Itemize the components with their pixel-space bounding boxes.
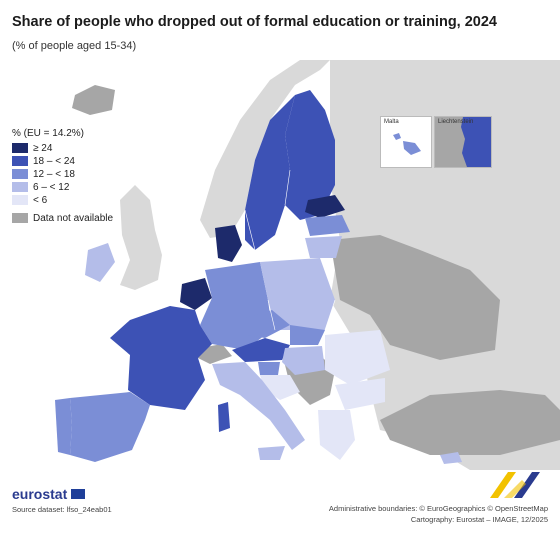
- credits-boundaries: Administrative boundaries: © EuroGeograp…: [328, 504, 548, 513]
- legend-swatch: [12, 182, 28, 192]
- turkey: [380, 390, 560, 455]
- legend-item: 18 – < 24: [12, 155, 113, 167]
- inset-malta: Malta: [380, 116, 432, 168]
- legend-label: 18 – < 24: [33, 155, 75, 167]
- legend-label: < 6: [33, 194, 48, 206]
- denmark: [215, 225, 242, 262]
- cyprus: [440, 452, 462, 464]
- europe-map: [55, 60, 560, 470]
- hungary: [282, 346, 325, 375]
- finland: [285, 90, 335, 220]
- sicily: [258, 446, 285, 460]
- portugal: [55, 398, 72, 455]
- legend-title: % (EU = 14.2%): [12, 128, 84, 139]
- inset-liechtenstein: Liechtenstein: [434, 116, 492, 168]
- legend-swatch: [12, 143, 28, 153]
- legend-swatch: [12, 156, 28, 166]
- legend-item: ≥ 24: [12, 142, 113, 154]
- brand-name: eurostat: [12, 486, 68, 502]
- legend-swatch: [12, 195, 28, 205]
- romania: [325, 330, 390, 385]
- legend-item-not-available: Data not available: [12, 212, 113, 224]
- eurostat-corner-logo: [490, 472, 540, 498]
- inset-label-malta: Malta: [384, 119, 399, 125]
- legend-label: 12 – < 18: [33, 168, 75, 180]
- credits-cartography: Cartography: Eurostat – IMAGE, 12/2025: [410, 515, 548, 524]
- belarus-ukraine: [330, 235, 500, 360]
- iceland: [72, 85, 115, 115]
- slovenia: [258, 362, 280, 375]
- sardinia: [218, 402, 230, 432]
- czechia: [245, 310, 290, 338]
- legend-swatch: [12, 213, 28, 223]
- legend: % (EU = 14.2%) ≥ 24 18 – < 24 12 – < 18 …: [12, 128, 113, 225]
- eu-flag-icon: [71, 489, 86, 499]
- croatia: [260, 375, 300, 400]
- liechtenstein-map: [435, 117, 491, 167]
- greece: [318, 410, 355, 460]
- legend-label: 6 – < 12: [33, 181, 70, 193]
- map-subtitle: (% of people aged 15-34): [12, 40, 137, 52]
- latvia: [305, 215, 350, 236]
- united-kingdom: [120, 185, 162, 290]
- map-title: Share of people who dropped out of forma…: [12, 14, 497, 30]
- malta-map: [393, 133, 421, 155]
- source-note: Source dataset: lfso_24eab01: [12, 505, 112, 514]
- legend-label: Data not available: [33, 212, 114, 224]
- slovakia: [290, 325, 325, 345]
- credits: Administrative boundaries: © EuroGeograp…: [329, 503, 548, 525]
- italy: [212, 362, 305, 450]
- ireland: [85, 243, 115, 282]
- estonia: [305, 195, 345, 218]
- legend-item: < 6: [12, 194, 113, 206]
- inset-label-liechtenstein: Liechtenstein: [438, 119, 474, 125]
- france: [110, 306, 212, 410]
- legend-swatch: [12, 169, 28, 179]
- spain: [70, 392, 150, 462]
- legend-label: ≥ 24: [33, 142, 53, 154]
- poland: [260, 258, 335, 330]
- legend-item: 12 – < 18: [12, 168, 113, 180]
- eurostat-logo: eurostat: [12, 486, 86, 502]
- austria: [232, 338, 290, 362]
- legend-item: 6 – < 12: [12, 181, 113, 193]
- netherlands: [180, 278, 212, 310]
- norway: [200, 60, 330, 238]
- bulgaria: [335, 378, 385, 410]
- lithuania: [305, 236, 342, 258]
- sweden: [245, 95, 295, 250]
